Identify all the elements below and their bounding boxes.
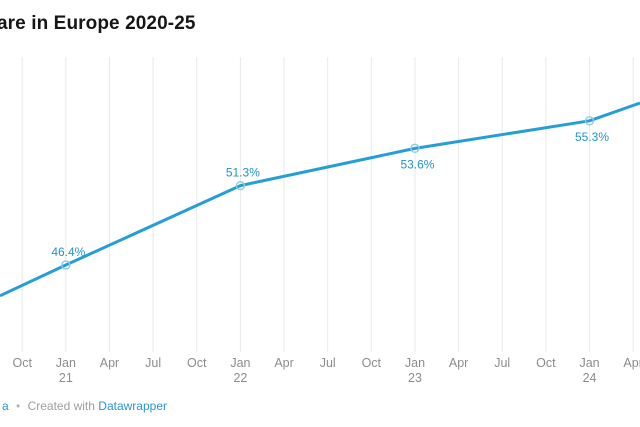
footer-separator: •	[16, 399, 21, 413]
data-point-label: 51.3%	[226, 166, 260, 180]
data-point-label: 46.4%	[51, 245, 85, 259]
x-tick-label-month: Oct	[362, 356, 382, 370]
data-line	[0, 101, 640, 298]
footer-created-with-text: Created with	[27, 399, 99, 413]
x-tick-label-month: Jul	[145, 356, 161, 370]
x-tick-label-year: 22	[233, 371, 247, 385]
x-tick-label-month: Apr	[449, 356, 468, 370]
x-tick-label-year: 23	[408, 371, 422, 385]
footer-attribution: a • Created with Datawrapper	[2, 399, 167, 413]
x-tick-label-year: 21	[59, 371, 73, 385]
data-point-marker	[61, 260, 71, 270]
x-tick-label-month: Jan	[230, 356, 250, 370]
x-tick-label-month: Apr	[100, 356, 119, 370]
source-link-fragment[interactable]: a	[2, 399, 9, 413]
data-point-marker	[584, 116, 595, 126]
x-tick-label-month: Jul	[494, 356, 510, 370]
x-tick-label-month: Jan	[56, 356, 76, 370]
x-tick-label-month: Oct	[12, 356, 32, 370]
x-tick-label-year: 24	[583, 371, 597, 385]
x-tick-label-month: Oct	[536, 356, 556, 370]
chart-title: are in Europe 2020-25	[0, 13, 196, 34]
data-point-marker	[235, 180, 246, 191]
data-point-marker	[410, 143, 420, 154]
datawrapper-link[interactable]: Datawrapper	[98, 399, 167, 413]
x-tick-label-month: Apr	[274, 356, 293, 370]
x-tick-label-month: Jul	[320, 356, 336, 370]
data-point-label: 53.6%	[400, 157, 434, 171]
data-point-label: 55.3%	[575, 130, 609, 144]
x-tick-label-month: Jan	[405, 356, 425, 370]
x-tick-label-month: Oct	[187, 356, 207, 370]
x-tick-label-month: Apr	[623, 356, 640, 370]
x-tick-label-month: Jan	[579, 356, 599, 370]
